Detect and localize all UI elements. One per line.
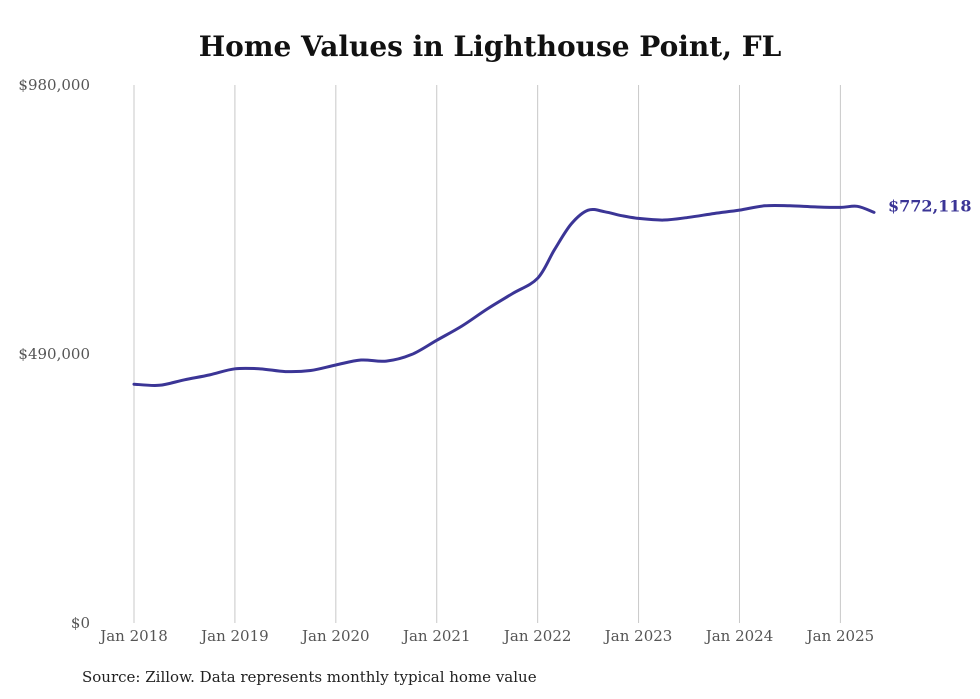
series-group: $772,118	[132, 196, 972, 387]
y-axis: $0 $490,000 $980,000	[18, 76, 90, 632]
grid-lines	[133, 85, 841, 623]
x-tick-label: Jan 2025	[805, 627, 875, 645]
y-tick-label: $980,000	[18, 76, 90, 94]
x-tick-label: Jan 2023	[603, 627, 673, 645]
end-value-label: $772,118	[888, 196, 972, 215]
chart-title: Home Values in Lighthouse Point, FL	[198, 30, 782, 63]
series-line	[132, 203, 876, 387]
x-tick-label: Jan 2019	[199, 627, 269, 645]
x-axis: Jan 2018 Jan 2019 Jan 2020 Jan 2021 Jan 2022…	[98, 627, 874, 645]
x-tick-label: Jan 2024	[704, 627, 774, 645]
x-tick-label: Jan 2021	[401, 627, 471, 645]
y-tick-label: $490,000	[18, 345, 90, 363]
x-tick-label: Jan 2018	[98, 627, 168, 645]
y-tick-label: $0	[71, 614, 90, 632]
x-tick-label: Jan 2022	[502, 627, 572, 645]
x-tick-label: Jan 2020	[300, 627, 370, 645]
source-note: Source: Zillow. Data represents monthly …	[82, 668, 537, 686]
